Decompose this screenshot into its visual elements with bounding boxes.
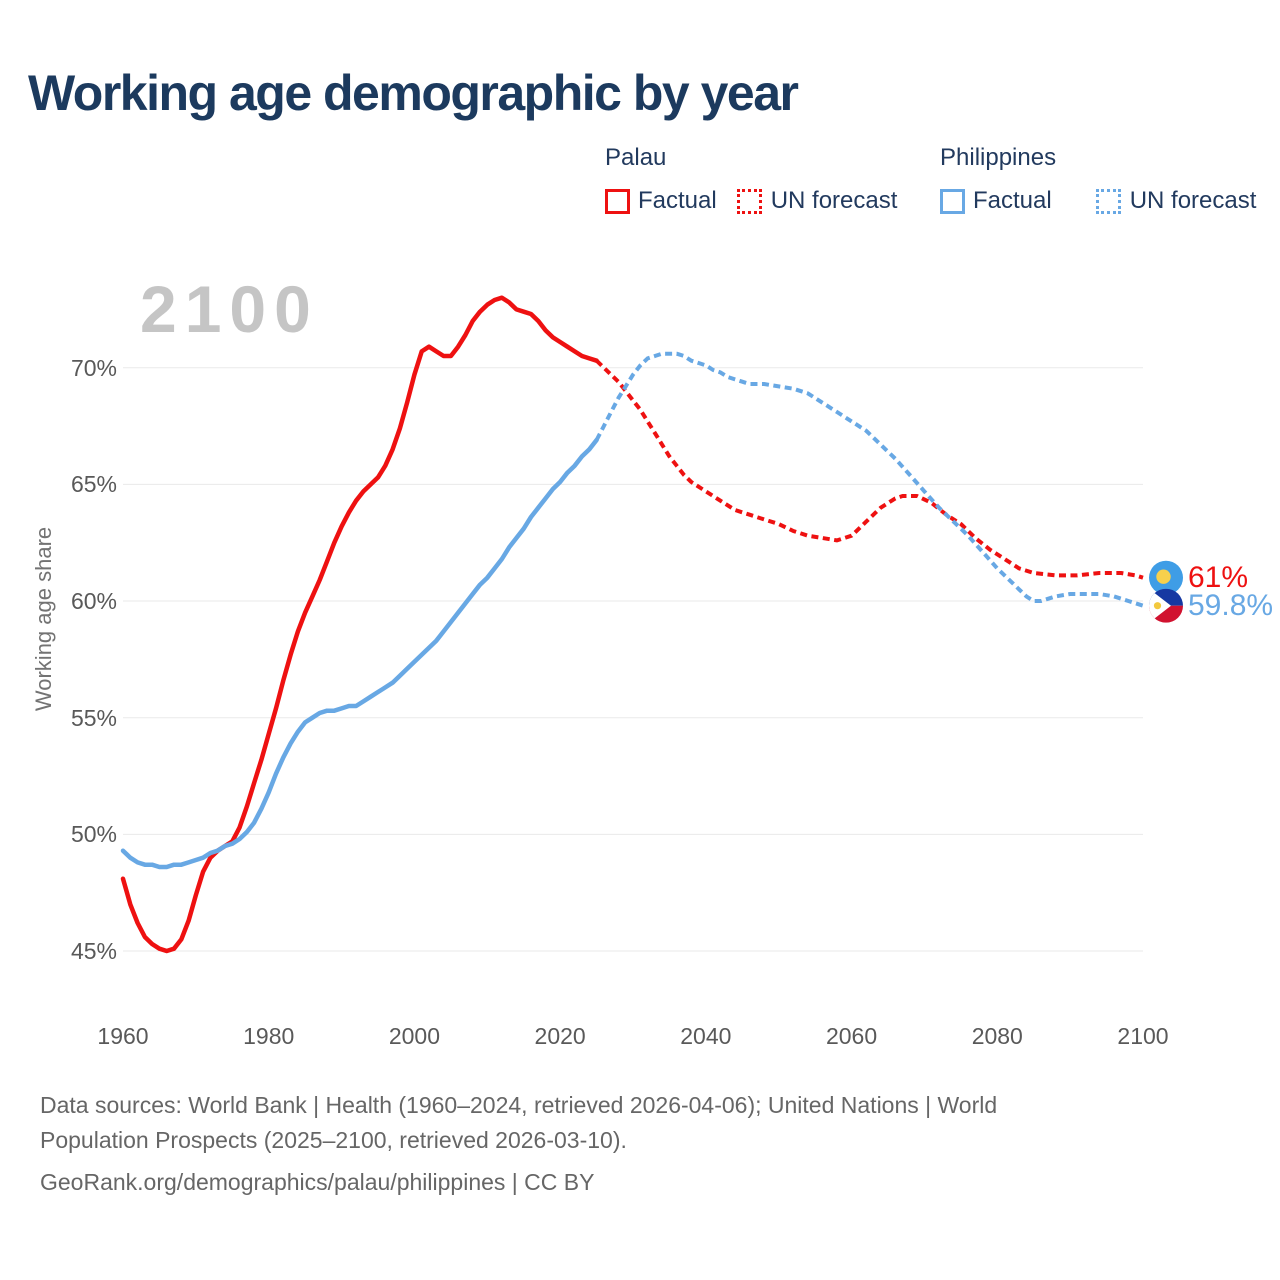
x-tick-label: 2060 [825,1023,878,1049]
philippines-end-label: 59.8% [1188,589,1274,622]
legend-country-philippines: Philippines [940,144,1057,171]
footer-sources-line1: Data sources: World Bank | Health (1960–… [40,1092,998,1118]
palau-factual-label[interactable]: Factual [638,187,717,214]
philippines-factual-swatch[interactable] [940,188,965,214]
footer-attribution[interactable]: GeoRank.org/demographics/palau/philippin… [40,1169,595,1195]
palau-end-label: 61% [1188,561,1249,594]
page-title: Working age demographic by year [28,65,799,121]
palau-forecast-swatch[interactable] [736,188,762,214]
philippines-factual-label[interactable]: Factual [973,187,1052,214]
philippines-factual-line[interactable] [120,437,599,870]
palau-factual-line[interactable] [120,295,599,954]
x-tick-label: 2080 [971,1023,1023,1049]
y-tick-label: 70% [70,354,117,381]
y-tick-label: 65% [70,471,117,498]
x-tick-label: 1980 [243,1023,295,1049]
y-tick-label: 45% [70,938,117,965]
palau-factual-swatch[interactable] [605,188,630,214]
x-tick-label: 2100 [1117,1023,1169,1049]
philippines-forecast-line[interactable] [594,351,1144,608]
footer-sources-line2: Population Prospects (2025–2100, retriev… [40,1127,627,1153]
x-tick-label: 2000 [388,1023,440,1049]
palau-forecast-label[interactable]: UN forecast [770,187,898,214]
series-lines [120,295,1144,954]
x-tick-label: 2020 [534,1023,586,1049]
palau-flag-icon [1149,560,1183,595]
y-tick-label: 50% [70,821,117,848]
gridlines [123,367,1143,952]
y-tick-label: 55% [70,704,117,731]
legend-row-palau: Factual UN forecast [605,187,897,215]
legend-row-philippines: Factual UN forecast [940,187,1256,215]
palau-forecast-line[interactable] [595,359,1144,580]
philippines-flag-icon [1149,588,1183,623]
philippines-forecast-swatch[interactable] [1095,188,1121,214]
philippines-forecast-label[interactable]: UN forecast [1129,187,1257,214]
x-tick-label: 1960 [97,1023,149,1049]
legend-country-palau: Palau [605,144,667,171]
x-tick-label: 2040 [680,1023,732,1049]
y-tick-label: 60% [70,588,117,615]
year-watermark: 2100 [140,272,319,346]
